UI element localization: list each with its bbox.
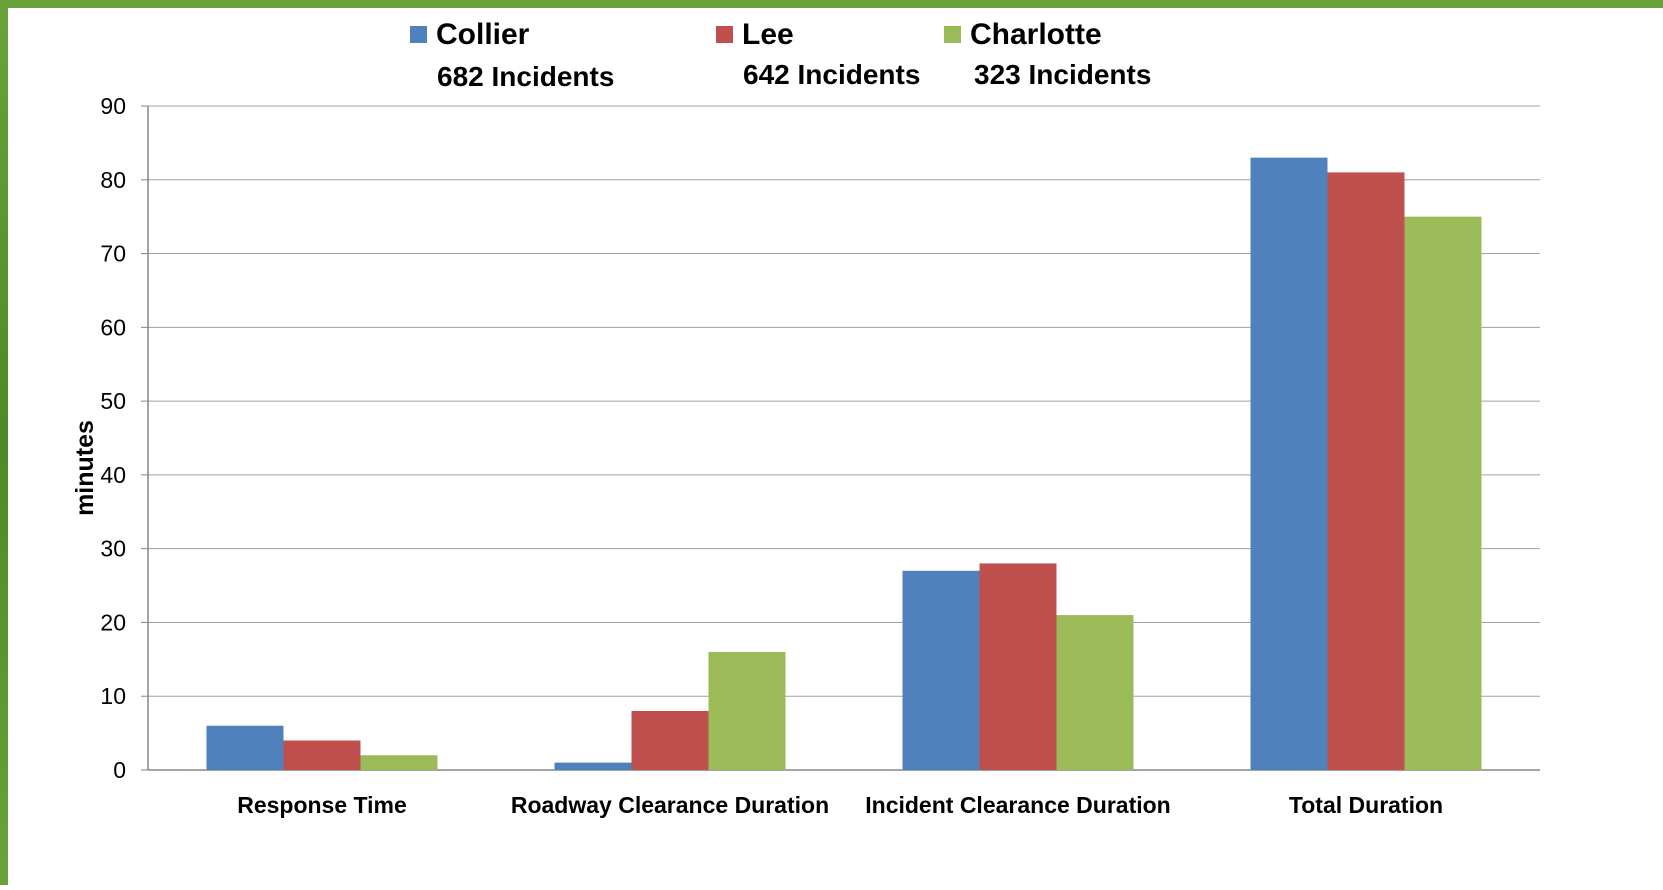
chart-panel: 0 10 20 30 40 50 60 70 80 90 Response Time Roadway… <box>8 8 1663 885</box>
y-tick-label: 0 <box>113 757 126 783</box>
bar-collier-4 <box>1250 157 1328 771</box>
bars <box>206 157 1482 771</box>
bar-charlotte-3 <box>1056 615 1134 770</box>
bar-lee-1 <box>283 740 361 770</box>
y-tick-label: 80 <box>100 167 126 193</box>
legend-label-collier: Collier <box>436 18 530 51</box>
legend-swatch-collier <box>410 26 427 43</box>
y-tick-label: 50 <box>100 388 126 414</box>
y-axis-ticks: 0 10 20 30 40 50 60 70 80 90 <box>100 93 126 783</box>
y-tick-label: 20 <box>100 609 126 635</box>
category-label: Response Time <box>237 792 407 818</box>
legend-swatch-charlotte <box>944 26 961 43</box>
category-label: Total Duration <box>1289 792 1443 818</box>
bar-lee-2 <box>631 710 709 770</box>
bar-lee-4 <box>1327 172 1405 770</box>
category-label: Roadway Clearance Duration <box>511 792 829 818</box>
legend: Collier 682 Incidents Lee 642 Incidents Char… <box>410 18 1151 92</box>
y-tick-label: 40 <box>100 462 126 488</box>
bar-charlotte-2 <box>708 651 786 770</box>
bar-lee-3 <box>979 563 1057 770</box>
y-tick-label: 60 <box>100 314 126 340</box>
bar-collier-2 <box>554 762 632 770</box>
x-axis-categories: Response Time Roadway Clearance Duration I… <box>237 792 1443 818</box>
y-tick-label: 70 <box>100 241 126 267</box>
legend-swatch-lee <box>716 26 733 43</box>
category-label: Incident Clearance Duration <box>865 792 1170 818</box>
legend-label-charlotte: Charlotte <box>970 18 1102 51</box>
bar-collier-3 <box>902 570 980 770</box>
legend-incidents-charlotte: 323 Incidents <box>974 59 1151 90</box>
y-axis-title: minutes <box>71 420 99 516</box>
bar-charlotte-1 <box>360 755 438 770</box>
legend-label-lee: Lee <box>742 18 794 51</box>
bar-chart: 0 10 20 30 40 50 60 70 80 90 Response Time Roadway… <box>71 18 1540 818</box>
y-tick-label: 30 <box>100 536 126 562</box>
legend-incidents-lee: 642 Incidents <box>743 59 920 90</box>
bar-collier-1 <box>206 725 284 770</box>
y-tick-label: 90 <box>100 93 126 119</box>
bar-charlotte-4 <box>1404 216 1482 770</box>
legend-incidents-collier: 682 Incidents <box>437 61 614 92</box>
y-tick-label: 10 <box>100 683 126 709</box>
